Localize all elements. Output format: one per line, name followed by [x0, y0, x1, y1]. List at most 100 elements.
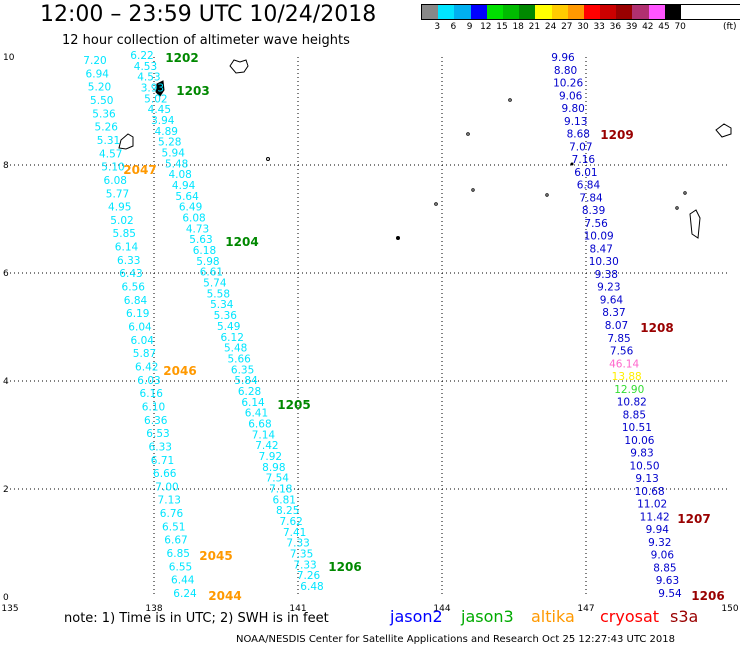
wave-height-value: 5.36	[214, 310, 238, 322]
wave-height-value: 9.63	[656, 575, 679, 587]
lat-tick-label: 8	[3, 161, 9, 171]
wave-height-value: 6.85	[167, 548, 190, 560]
legend-swatch	[567, 5, 584, 19]
legend-label: 21	[528, 22, 541, 32]
wave-height-value: 6.42	[135, 361, 158, 373]
wave-height-value: 7.33	[286, 538, 309, 550]
wave-height-value: 5.10	[101, 162, 124, 174]
track-time-label: 1204	[225, 235, 258, 249]
wave-height-value: 8.37	[602, 307, 625, 319]
lat-tick-label: 2	[3, 485, 9, 495]
page-subtitle: 12 hour collection of altimeter wave hei…	[62, 33, 350, 48]
island-shape	[229, 59, 249, 74]
footer-credit: NOAA/NESDIS Center for Satellite Applica…	[236, 634, 675, 645]
legend-swatch	[502, 5, 520, 19]
wave-height-value: 6.04	[128, 322, 152, 334]
wave-height-value: 9.80	[561, 103, 584, 115]
wave-height-value: 10.50	[629, 460, 659, 472]
wave-height-value: 4.53	[137, 72, 160, 84]
satellite-cryosat: cryosat	[600, 607, 660, 626]
wave-height-value: 8.25	[276, 505, 299, 517]
lon-tick-label: 144	[433, 604, 450, 614]
wave-height-value: 6.94	[86, 68, 110, 80]
wave-height-value: 6.66	[153, 468, 177, 480]
track-time-label: 2046	[163, 364, 196, 378]
island-shape	[155, 80, 165, 97]
axis-tick-labels: 135 138 141 144 147 150 0 2 4 6 8 10	[1, 53, 738, 614]
wave-height-value: 9.06	[651, 550, 675, 562]
wave-height-value: 6.49	[179, 202, 202, 214]
wave-height-value: 8.98	[262, 462, 285, 474]
track-time-label: 1202	[165, 51, 198, 65]
lat-tick-label: 10	[3, 53, 15, 63]
islet	[675, 206, 679, 210]
wave-height-value: 6.51	[162, 521, 185, 533]
wave-height-value: 6.48	[300, 581, 323, 593]
wave-height-value: 5.48	[165, 158, 188, 170]
wave-height-value: 10.82	[617, 397, 647, 409]
islet	[471, 188, 475, 192]
wave-height-value: 6.22	[130, 50, 153, 62]
wave-height-value: 9.54	[658, 588, 682, 600]
wave-height-value: 5.26	[95, 122, 119, 134]
wave-height-value: 7.84	[579, 192, 603, 204]
satellite-altika: altika	[531, 607, 575, 626]
legend-label: 36	[609, 22, 622, 32]
satellite-jason3: jason3	[461, 607, 514, 626]
legend-swatch	[438, 5, 455, 19]
wave-height-value: 8.39	[582, 205, 605, 217]
wave-height-value: 5.28	[158, 137, 181, 149]
wave-height-value: 7.20	[83, 55, 106, 67]
island-shape	[689, 209, 701, 239]
wave-height-value: 10.26	[553, 78, 583, 90]
track-time-label: 1209	[600, 128, 633, 142]
wave-height-value: 5.48	[224, 343, 247, 355]
wave-height-value: 3.93	[141, 83, 164, 95]
wave-height-value: 5.98	[196, 256, 219, 268]
legend-label: 9	[466, 22, 473, 32]
wave-height-value: 10.09	[584, 231, 614, 243]
lon-tick-label: 141	[289, 604, 306, 614]
wave-height-value: 8.85	[653, 562, 676, 574]
satellite-jason2: jason2	[390, 607, 443, 626]
legend-label: 18	[512, 22, 524, 32]
legend-swatch	[632, 5, 649, 19]
legend-swatch	[519, 5, 536, 19]
legend-label: 42	[642, 22, 654, 32]
wave-height-value: 7.33	[293, 559, 316, 571]
wave-height-value: 8.80	[554, 65, 577, 77]
legend-label: 39	[625, 22, 638, 32]
wave-height-value: 6.36	[144, 415, 168, 427]
wave-height-value: 9.96	[551, 52, 575, 64]
wave-height-value: 7.41	[283, 527, 306, 539]
islet	[434, 202, 438, 206]
wave-height-value: 6.44	[171, 575, 195, 587]
wave-height-value: 6.18	[193, 245, 216, 257]
wave-height-value: 9.64	[600, 294, 624, 306]
wave-height-value: 6.08	[104, 175, 127, 187]
island-shape	[715, 123, 732, 138]
satellite-tracks: 7.206.945.205.505.365.265.314.575.106.08…	[83, 50, 682, 600]
wave-height-value: 9.94	[646, 524, 670, 536]
wave-height-value: 8.47	[590, 243, 613, 255]
legend-label: 3	[434, 22, 441, 32]
wave-height-value: 7.85	[607, 333, 630, 345]
wave-height-value: 11.02	[637, 499, 667, 511]
track-time-label: 1208	[640, 321, 673, 335]
wave-height-value: 7.56	[610, 346, 634, 358]
wave-height-value: 5.74	[203, 278, 227, 290]
wave-height-value: 6.03	[137, 375, 160, 387]
wave-height-value: 6.16	[140, 388, 164, 400]
wave-height-value: 5.49	[217, 321, 240, 333]
wave-height-value: 6.04	[131, 335, 155, 347]
wave-height-value: 6.14	[115, 242, 139, 254]
lon-tick-label: 150	[721, 604, 738, 614]
wave-height-value: 6.01	[574, 167, 597, 179]
wave-height-value: 10.51	[622, 422, 652, 434]
legend-label: 6	[450, 22, 457, 32]
wave-height-value: 7.14	[252, 429, 276, 441]
wave-height-value: 12.90	[614, 384, 644, 396]
wave-height-value: 6.24	[173, 588, 197, 600]
map-grid	[10, 57, 730, 597]
